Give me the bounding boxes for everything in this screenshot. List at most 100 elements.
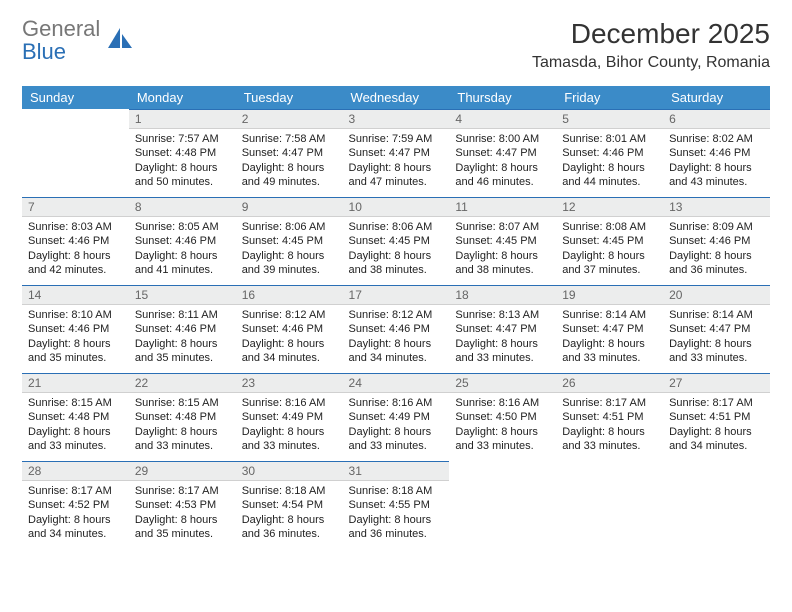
day-details: Sunrise: 8:16 AMSunset: 4:49 PMDaylight:… xyxy=(236,393,343,459)
day-details: Sunrise: 8:05 AMSunset: 4:46 PMDaylight:… xyxy=(129,217,236,283)
calendar-header-row: SundayMondayTuesdayWednesdayThursdayFrid… xyxy=(22,86,770,109)
header: General Blue December 2025 Tamasda, Biho… xyxy=(22,18,770,72)
calendar-day-cell: 30Sunrise: 8:18 AMSunset: 4:54 PMDayligh… xyxy=(236,461,343,549)
calendar-day-cell: 4Sunrise: 8:00 AMSunset: 4:47 PMDaylight… xyxy=(449,109,556,197)
day-number: 27 xyxy=(663,373,770,393)
month-title: December 2025 xyxy=(532,18,770,50)
calendar-day-cell: 19Sunrise: 8:14 AMSunset: 4:47 PMDayligh… xyxy=(556,285,663,373)
day-number: 25 xyxy=(449,373,556,393)
day-details: Sunrise: 8:12 AMSunset: 4:46 PMDaylight:… xyxy=(343,305,450,371)
day-details: Sunrise: 8:02 AMSunset: 4:46 PMDaylight:… xyxy=(663,129,770,195)
day-details: Sunrise: 8:17 AMSunset: 4:52 PMDaylight:… xyxy=(22,481,129,547)
day-number: 18 xyxy=(449,285,556,305)
calendar-day-cell: 26Sunrise: 8:17 AMSunset: 4:51 PMDayligh… xyxy=(556,373,663,461)
column-header: Tuesday xyxy=(236,86,343,109)
day-details: Sunrise: 8:17 AMSunset: 4:53 PMDaylight:… xyxy=(129,481,236,547)
calendar-day-cell: 7Sunrise: 8:03 AMSunset: 4:46 PMDaylight… xyxy=(22,197,129,285)
day-number: 1 xyxy=(129,109,236,129)
day-details: Sunrise: 8:16 AMSunset: 4:50 PMDaylight:… xyxy=(449,393,556,459)
day-details: Sunrise: 8:14 AMSunset: 4:47 PMDaylight:… xyxy=(663,305,770,371)
calendar-day-cell: 29Sunrise: 8:17 AMSunset: 4:53 PMDayligh… xyxy=(129,461,236,549)
calendar-day-cell: 17Sunrise: 8:12 AMSunset: 4:46 PMDayligh… xyxy=(343,285,450,373)
day-number: 11 xyxy=(449,197,556,217)
day-number: 5 xyxy=(556,109,663,129)
calendar-day-cell: 22Sunrise: 8:15 AMSunset: 4:48 PMDayligh… xyxy=(129,373,236,461)
day-details: Sunrise: 8:16 AMSunset: 4:49 PMDaylight:… xyxy=(343,393,450,459)
day-number: 13 xyxy=(663,197,770,217)
calendar-week-row: 28Sunrise: 8:17 AMSunset: 4:52 PMDayligh… xyxy=(22,461,770,549)
calendar-day-cell: . xyxy=(663,461,770,549)
calendar-day-cell: . xyxy=(22,109,129,197)
day-number: 20 xyxy=(663,285,770,305)
day-number: 10 xyxy=(343,197,450,217)
calendar-day-cell: 12Sunrise: 8:08 AMSunset: 4:45 PMDayligh… xyxy=(556,197,663,285)
calendar-body: .1Sunrise: 7:57 AMSunset: 4:48 PMDayligh… xyxy=(22,109,770,549)
day-details: Sunrise: 8:17 AMSunset: 4:51 PMDaylight:… xyxy=(556,393,663,459)
calendar-day-cell: 13Sunrise: 8:09 AMSunset: 4:46 PMDayligh… xyxy=(663,197,770,285)
calendar-table: SundayMondayTuesdayWednesdayThursdayFrid… xyxy=(22,86,770,549)
day-number: 21 xyxy=(22,373,129,393)
calendar-day-cell: 23Sunrise: 8:16 AMSunset: 4:49 PMDayligh… xyxy=(236,373,343,461)
calendar-day-cell: 21Sunrise: 8:15 AMSunset: 4:48 PMDayligh… xyxy=(22,373,129,461)
calendar-week-row: 21Sunrise: 8:15 AMSunset: 4:48 PMDayligh… xyxy=(22,373,770,461)
calendar-day-cell: 25Sunrise: 8:16 AMSunset: 4:50 PMDayligh… xyxy=(449,373,556,461)
title-block: December 2025 Tamasda, Bihor County, Rom… xyxy=(532,18,770,72)
day-details: Sunrise: 8:03 AMSunset: 4:46 PMDaylight:… xyxy=(22,217,129,283)
day-details: Sunrise: 8:06 AMSunset: 4:45 PMDaylight:… xyxy=(343,217,450,283)
column-header: Monday xyxy=(129,86,236,109)
day-details: Sunrise: 8:09 AMSunset: 4:46 PMDaylight:… xyxy=(663,217,770,283)
calendar-day-cell: 9Sunrise: 8:06 AMSunset: 4:45 PMDaylight… xyxy=(236,197,343,285)
day-details: Sunrise: 8:00 AMSunset: 4:47 PMDaylight:… xyxy=(449,129,556,195)
calendar-day-cell: 28Sunrise: 8:17 AMSunset: 4:52 PMDayligh… xyxy=(22,461,129,549)
day-number: 9 xyxy=(236,197,343,217)
day-details: Sunrise: 8:01 AMSunset: 4:46 PMDaylight:… xyxy=(556,129,663,195)
day-number: 16 xyxy=(236,285,343,305)
day-number: 30 xyxy=(236,461,343,481)
day-details: Sunrise: 8:15 AMSunset: 4:48 PMDaylight:… xyxy=(22,393,129,459)
day-number: 8 xyxy=(129,197,236,217)
day-number: 12 xyxy=(556,197,663,217)
calendar-day-cell: 2Sunrise: 7:58 AMSunset: 4:47 PMDaylight… xyxy=(236,109,343,197)
calendar-day-cell: 18Sunrise: 8:13 AMSunset: 4:47 PMDayligh… xyxy=(449,285,556,373)
day-details: Sunrise: 8:14 AMSunset: 4:47 PMDaylight:… xyxy=(556,305,663,371)
day-details: Sunrise: 8:15 AMSunset: 4:48 PMDaylight:… xyxy=(129,393,236,459)
day-details: Sunrise: 8:13 AMSunset: 4:47 PMDaylight:… xyxy=(449,305,556,371)
day-number: 15 xyxy=(129,285,236,305)
day-details: Sunrise: 8:12 AMSunset: 4:46 PMDaylight:… xyxy=(236,305,343,371)
calendar-day-cell: . xyxy=(449,461,556,549)
day-details: Sunrise: 8:11 AMSunset: 4:46 PMDaylight:… xyxy=(129,305,236,371)
day-number: 31 xyxy=(343,461,450,481)
calendar-day-cell: 10Sunrise: 8:06 AMSunset: 4:45 PMDayligh… xyxy=(343,197,450,285)
day-number: 14 xyxy=(22,285,129,305)
logo-sail-icon xyxy=(106,26,134,57)
calendar-day-cell: 1Sunrise: 7:57 AMSunset: 4:48 PMDaylight… xyxy=(129,109,236,197)
calendar-day-cell: 3Sunrise: 7:59 AMSunset: 4:47 PMDaylight… xyxy=(343,109,450,197)
calendar-day-cell: 16Sunrise: 8:12 AMSunset: 4:46 PMDayligh… xyxy=(236,285,343,373)
calendar-day-cell: . xyxy=(556,461,663,549)
day-details: Sunrise: 8:07 AMSunset: 4:45 PMDaylight:… xyxy=(449,217,556,283)
calendar-day-cell: 31Sunrise: 8:18 AMSunset: 4:55 PMDayligh… xyxy=(343,461,450,549)
day-number: 4 xyxy=(449,109,556,129)
calendar-day-cell: 8Sunrise: 8:05 AMSunset: 4:46 PMDaylight… xyxy=(129,197,236,285)
day-details: Sunrise: 8:10 AMSunset: 4:46 PMDaylight:… xyxy=(22,305,129,371)
column-header: Sunday xyxy=(22,86,129,109)
column-header: Wednesday xyxy=(343,86,450,109)
location: Tamasda, Bihor County, Romania xyxy=(532,54,770,72)
day-details: Sunrise: 8:08 AMSunset: 4:45 PMDaylight:… xyxy=(556,217,663,283)
day-number: 29 xyxy=(129,461,236,481)
calendar-day-cell: 14Sunrise: 8:10 AMSunset: 4:46 PMDayligh… xyxy=(22,285,129,373)
day-details: Sunrise: 8:18 AMSunset: 4:54 PMDaylight:… xyxy=(236,481,343,547)
calendar-day-cell: 27Sunrise: 8:17 AMSunset: 4:51 PMDayligh… xyxy=(663,373,770,461)
calendar-day-cell: 20Sunrise: 8:14 AMSunset: 4:47 PMDayligh… xyxy=(663,285,770,373)
column-header: Friday xyxy=(556,86,663,109)
day-number: 26 xyxy=(556,373,663,393)
day-number: 17 xyxy=(343,285,450,305)
calendar-week-row: 14Sunrise: 8:10 AMSunset: 4:46 PMDayligh… xyxy=(22,285,770,373)
day-details: Sunrise: 7:57 AMSunset: 4:48 PMDaylight:… xyxy=(129,129,236,195)
day-details: Sunrise: 8:06 AMSunset: 4:45 PMDaylight:… xyxy=(236,217,343,283)
day-details: Sunrise: 7:59 AMSunset: 4:47 PMDaylight:… xyxy=(343,129,450,195)
day-details: Sunrise: 8:17 AMSunset: 4:51 PMDaylight:… xyxy=(663,393,770,459)
day-number: 6 xyxy=(663,109,770,129)
logo: General Blue xyxy=(22,18,134,64)
column-header: Saturday xyxy=(663,86,770,109)
